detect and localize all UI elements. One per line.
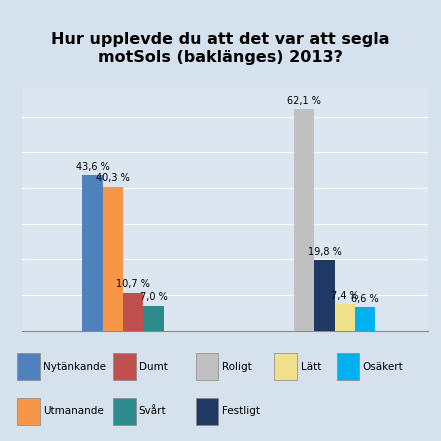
Text: 19,8 %: 19,8 % [308, 247, 341, 257]
Bar [335, 304, 355, 331]
Text: Roligt: Roligt [222, 362, 251, 372]
Text: Nytänkande: Nytänkande [44, 362, 106, 372]
Text: 6,6 %: 6,6 % [351, 294, 379, 304]
Text: 7,0 %: 7,0 % [140, 292, 167, 302]
Text: 43,6 %: 43,6 % [76, 162, 109, 172]
Bar [123, 292, 143, 331]
Bar [113, 353, 135, 380]
Text: Festligt: Festligt [222, 406, 260, 416]
Bar [355, 307, 375, 331]
Bar [17, 398, 40, 425]
Text: 10,7 %: 10,7 % [116, 279, 150, 289]
Bar [336, 353, 359, 380]
Bar [196, 353, 218, 380]
Bar [113, 398, 135, 425]
Bar [294, 109, 314, 331]
Bar [274, 353, 297, 380]
Bar [17, 353, 40, 380]
Text: Lätt: Lätt [300, 362, 321, 372]
Text: 40,3 %: 40,3 % [96, 173, 130, 183]
Text: Svårt: Svårt [139, 406, 166, 416]
Bar [82, 175, 103, 331]
Text: 7,4 %: 7,4 % [331, 291, 359, 301]
Text: Osäkert: Osäkert [363, 362, 404, 372]
Bar [143, 306, 164, 331]
Bar [196, 398, 218, 425]
Bar [314, 260, 335, 331]
Text: Hur upplevde du att det var att segla
motSols (baklänges) 2013?: Hur upplevde du att det var att segla mo… [51, 32, 390, 65]
Bar [103, 187, 123, 331]
Text: Utmanande: Utmanande [44, 406, 104, 416]
Text: Dumt: Dumt [139, 362, 168, 372]
Text: 62,1 %: 62,1 % [288, 96, 321, 106]
